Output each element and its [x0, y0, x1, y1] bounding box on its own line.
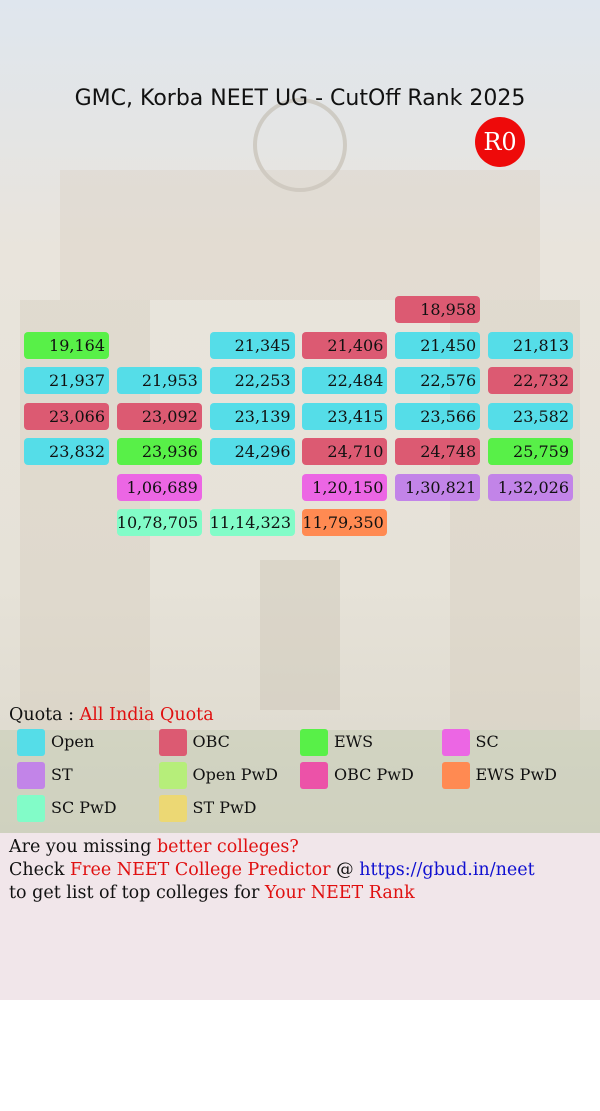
cutoff-cell: 10,78,705: [116, 509, 202, 536]
cutoff-cell: 11,14,323: [209, 509, 295, 536]
footer-text: Are you missing: [9, 837, 152, 857]
legend-swatch: [300, 729, 328, 756]
cutoff-cell: 23,092: [116, 402, 202, 430]
legend-label: ST: [51, 765, 73, 784]
legend-swatch: [17, 795, 45, 822]
cutoff-cell: 18,958: [395, 296, 481, 323]
legend-label: SC: [475, 732, 499, 751]
cutoff-cell: 24,748: [395, 438, 481, 465]
legend-swatch: [158, 795, 187, 822]
cutoff-cell: 22,253: [209, 367, 295, 394]
footer-line: Check Free NEET College Predictor @ http…: [9, 860, 535, 880]
cutoff-cell: 23,936: [116, 438, 202, 465]
legend-label: SC PwD: [51, 798, 117, 817]
legend-swatch: [441, 762, 470, 789]
cutoff-cell: 23,415: [302, 402, 388, 430]
legend-label: EWS: [334, 732, 374, 751]
cutoff-cell: 22,576: [395, 367, 481, 394]
footer-text: @: [336, 860, 354, 880]
legend-label: OBC: [192, 732, 230, 751]
legend-swatch: [158, 729, 187, 756]
building: [260, 560, 340, 710]
footer-line: to get list of top colleges for Your NEE…: [9, 883, 415, 903]
footer-line: Are you missing better colleges?: [9, 837, 299, 857]
footer-text: Check: [9, 860, 65, 880]
legend-swatch: [300, 762, 328, 789]
cutoff-cell: 23,139: [209, 402, 295, 430]
legend-label: OBC PwD: [334, 765, 414, 784]
cutoff-cell: 23,066: [24, 402, 109, 430]
cutoff-cell: 1,30,821: [395, 473, 481, 501]
cutoff-cell: 24,296: [209, 438, 295, 465]
legend-label: EWS PwD: [475, 765, 557, 784]
pillar-right: [450, 300, 580, 730]
cutoff-cell: 1,06,689: [116, 473, 202, 501]
cutoff-cell: 22,484: [302, 367, 388, 394]
cutoff-cell: 24,710: [302, 438, 388, 465]
legend-swatch: [17, 729, 45, 756]
footer-text: Free NEET College Predictor: [70, 860, 331, 880]
legend-label: Open PwD: [192, 765, 279, 784]
cutoff-cell: 11,79,350: [302, 509, 388, 536]
cutoff-cell: 21,937: [24, 367, 109, 394]
cutoff-cell: 21,345: [209, 331, 295, 359]
quota-label: Quota :: [9, 705, 75, 725]
gate-top: [60, 170, 540, 300]
footer: Are you missing better colleges? Check Fr…: [0, 833, 600, 1000]
quota-line: Quota : All India Quota: [9, 705, 214, 725]
cutoff-cell: 22,732: [488, 367, 573, 394]
legend-label: ST PwD: [192, 798, 257, 817]
footer-text: better colleges?: [156, 837, 299, 857]
footer-text: to get list of top colleges for: [9, 883, 260, 903]
cutoff-cell: 25,759: [488, 438, 573, 465]
cutoff-cell: 21,953: [116, 367, 202, 394]
cutoff-cell: 21,406: [302, 331, 388, 359]
quota-value: All India Quota: [79, 705, 214, 725]
emblem: [253, 98, 347, 192]
cutoff-cell: 1,20,150: [302, 473, 388, 501]
cutoff-cell: 19,164: [24, 331, 109, 359]
cutoff-cell: 21,813: [488, 331, 573, 359]
cutoff-cell: 23,566: [395, 402, 481, 430]
footer-text: https://gbud.in/neet: [359, 860, 535, 880]
cutoff-cell: 1,32,026: [488, 473, 573, 501]
legend-swatch: [17, 762, 45, 789]
cutoff-cell: 23,582: [488, 402, 573, 430]
footer-text: Your NEET Rank: [264, 883, 415, 903]
cutoff-cell: 23,832: [24, 438, 109, 465]
legend-swatch: [158, 762, 187, 789]
legend-swatch: [441, 729, 470, 756]
cutoff-cell: 21,450: [395, 331, 481, 359]
title: GMC, Korba NEET UG - CutOff Rank 2025: [74, 86, 526, 111]
round-badge: R0: [475, 117, 525, 167]
legend-label: Open: [51, 732, 95, 751]
